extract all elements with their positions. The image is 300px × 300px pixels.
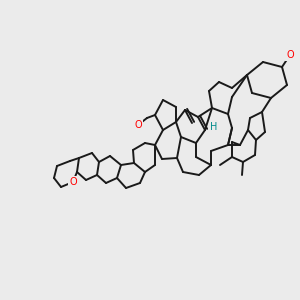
Text: O: O: [134, 120, 142, 130]
Text: H: H: [210, 122, 218, 132]
Text: O: O: [69, 177, 77, 187]
Text: O: O: [286, 50, 294, 60]
